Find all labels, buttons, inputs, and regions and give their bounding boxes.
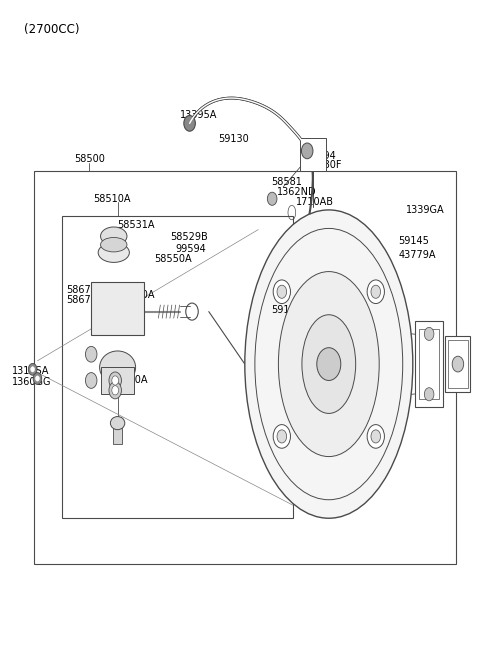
Circle shape (452, 356, 464, 372)
Ellipse shape (245, 210, 413, 518)
Bar (419, 329, 439, 399)
Circle shape (273, 424, 290, 448)
Text: 58580F: 58580F (305, 160, 341, 171)
Bar (101, 367, 134, 394)
Text: 59150A: 59150A (110, 375, 148, 386)
Circle shape (33, 373, 42, 384)
Bar (62, 216, 293, 518)
Text: 1710AB: 1710AB (296, 197, 334, 207)
Circle shape (85, 346, 97, 362)
Circle shape (36, 376, 39, 381)
Bar (448, 340, 468, 388)
Bar (300, 138, 326, 171)
Text: 59130: 59130 (218, 134, 249, 144)
Text: (2700CC): (2700CC) (24, 23, 80, 36)
Text: 59110B: 59110B (271, 304, 309, 315)
Text: 1310SA: 1310SA (12, 365, 49, 376)
Circle shape (277, 285, 287, 298)
Text: 13395A: 13395A (180, 110, 217, 120)
Circle shape (371, 285, 381, 298)
Text: 58672: 58672 (66, 295, 97, 305)
Circle shape (31, 367, 35, 372)
Text: 1360GG: 1360GG (12, 377, 51, 387)
Ellipse shape (100, 351, 136, 384)
Text: 58510A: 58510A (94, 194, 131, 204)
Circle shape (317, 348, 341, 380)
Bar (415, 321, 443, 407)
Circle shape (371, 430, 381, 443)
Text: 58672: 58672 (66, 285, 97, 295)
Circle shape (367, 424, 384, 448)
Ellipse shape (100, 227, 127, 245)
Circle shape (367, 280, 384, 304)
Ellipse shape (302, 315, 356, 413)
Text: 58540A: 58540A (118, 290, 155, 300)
Text: 43779A: 43779A (398, 249, 436, 260)
Circle shape (267, 192, 277, 205)
Bar (34, 171, 456, 564)
Text: 99594: 99594 (175, 244, 206, 255)
Circle shape (277, 430, 287, 443)
Text: 58550A: 58550A (155, 254, 192, 264)
Circle shape (112, 386, 119, 395)
Text: 58529B: 58529B (170, 232, 208, 243)
Circle shape (109, 372, 121, 389)
Text: 58500: 58500 (74, 154, 105, 165)
Circle shape (109, 382, 121, 399)
Ellipse shape (278, 272, 379, 457)
Circle shape (301, 143, 313, 159)
Circle shape (85, 373, 97, 388)
Circle shape (273, 280, 290, 304)
Circle shape (424, 388, 434, 401)
Circle shape (184, 115, 195, 131)
Ellipse shape (110, 417, 125, 430)
Bar (113, 428, 122, 444)
Bar (91, 282, 144, 335)
Bar (445, 336, 470, 392)
Ellipse shape (100, 237, 127, 252)
Text: 58531A: 58531A (118, 220, 155, 230)
Text: 58581: 58581 (271, 177, 302, 188)
Text: 59145: 59145 (398, 236, 429, 246)
Circle shape (112, 376, 119, 385)
Text: 1339GA: 1339GA (406, 205, 444, 215)
Circle shape (28, 363, 37, 375)
Text: 54394: 54394 (305, 151, 336, 161)
Text: 1362ND: 1362ND (277, 186, 317, 197)
Ellipse shape (98, 243, 129, 262)
Circle shape (424, 327, 434, 340)
